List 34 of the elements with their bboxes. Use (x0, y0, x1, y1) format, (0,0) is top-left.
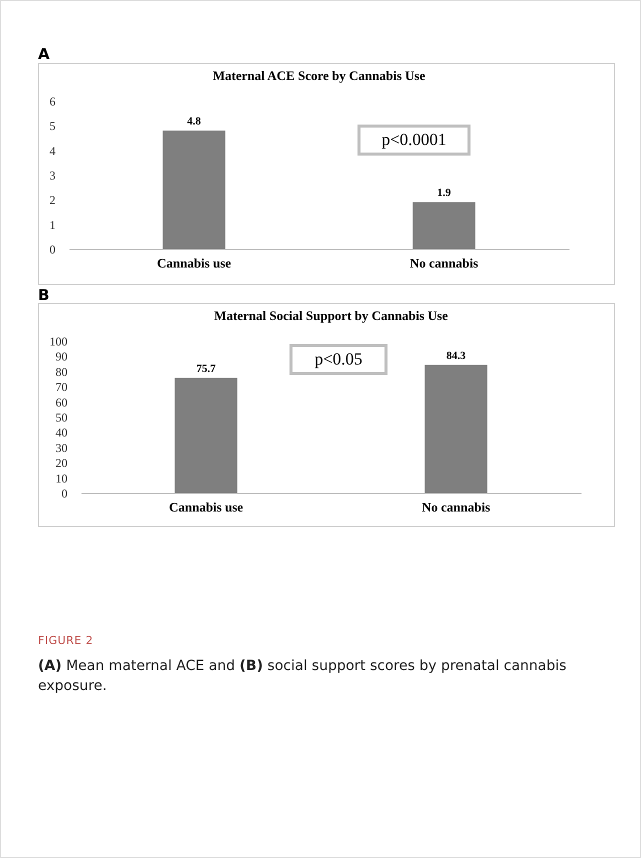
y-tick-label: 70 (56, 380, 68, 394)
y-tick-label: 5 (50, 119, 56, 134)
y-tick-label: 80 (56, 364, 68, 379)
y-tick-label: 10 (56, 471, 68, 486)
annotation: p<0.05 (314, 350, 362, 369)
data-label: 75.7 (196, 362, 216, 375)
y-tick-label: 6 (50, 94, 56, 108)
text: B (38, 286, 50, 304)
y-tick-label: 40 (56, 426, 68, 440)
chart-title: Maternal ACE Score by Cannabis Use (212, 68, 426, 83)
data-label: 84.3 (446, 350, 466, 362)
data-label: 4.8 (187, 116, 202, 128)
data-label: 1.9 (437, 187, 452, 200)
y-tick-label: 0 (62, 486, 68, 500)
x-tick-label: No cannabis (410, 256, 478, 270)
y-tick-label: 2 (50, 193, 56, 208)
y-tick-label: 90 (56, 350, 68, 364)
y-tick-label: 1 (50, 218, 56, 232)
x-tick-label: No cannabis (422, 500, 490, 514)
x-tick-label: Cannabis use (168, 500, 244, 514)
y-tick-label: 30 (56, 440, 68, 455)
y-tick-label: 60 (56, 395, 68, 410)
y-tick-label: 20 (56, 456, 68, 470)
annotation: p<0.0001 (382, 130, 446, 150)
x-tick-label: Cannabis use (156, 256, 232, 270)
text: (A) Mean maternal ACE and (B) social support scores by prenatal cannabis exposure. (38, 658, 566, 694)
y-tick-label: 50 (56, 410, 68, 424)
chart-title: Maternal Social Support by Cannabis Use (214, 308, 448, 323)
y-tick-label: 4 (50, 144, 56, 158)
y-tick-label: 100 (50, 334, 68, 348)
caption: FIGURE 2 (38, 634, 94, 647)
text: A (38, 45, 50, 63)
y-tick-label: 3 (50, 168, 56, 182)
y-tick-label: 0 (50, 242, 56, 256)
